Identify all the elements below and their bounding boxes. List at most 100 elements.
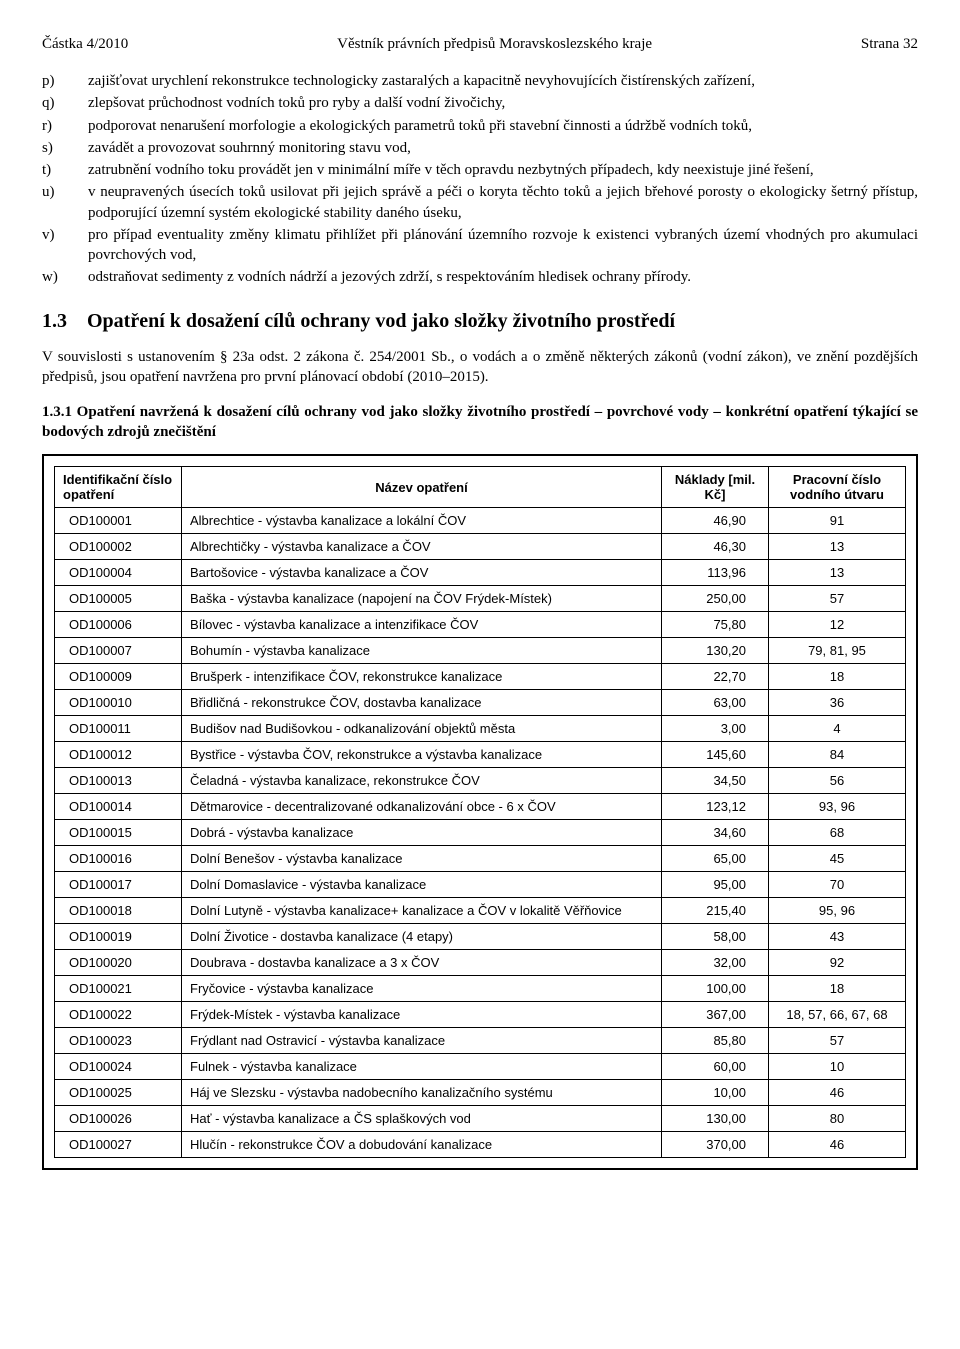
cell-unit: 57 bbox=[769, 586, 906, 612]
cell-name: Dolní Lutyně - výstavba kanalizace+ kana… bbox=[182, 898, 662, 924]
cell-unit: 84 bbox=[769, 742, 906, 768]
list-item-label: t) bbox=[42, 160, 88, 180]
cell-unit: 4 bbox=[769, 716, 906, 742]
cell-unit: 46 bbox=[769, 1080, 906, 1106]
cell-cost: 58,00 bbox=[662, 924, 769, 950]
list-item-text: v neupravených úsecích toků usilovat při… bbox=[88, 182, 918, 223]
cell-id: OD100023 bbox=[55, 1028, 182, 1054]
table-row: OD100010Břidličná - rekonstrukce ČOV, do… bbox=[55, 690, 906, 716]
cell-name: Albrechtičky - výstavba kanalizace a ČOV bbox=[182, 534, 662, 560]
cell-name: Háj ve Slezsku - výstavba nadobecního ka… bbox=[182, 1080, 662, 1106]
cell-id: OD100024 bbox=[55, 1054, 182, 1080]
list-item-text: zajišťovat urychlení rekonstrukce techno… bbox=[88, 71, 918, 91]
cell-cost: 113,96 bbox=[662, 560, 769, 586]
header-right: Strana 32 bbox=[861, 36, 918, 53]
cell-cost: 46,90 bbox=[662, 508, 769, 534]
cell-name: Dolní Benešov - výstavba kanalizace bbox=[182, 846, 662, 872]
cell-unit: 43 bbox=[769, 924, 906, 950]
cell-unit: 80 bbox=[769, 1106, 906, 1132]
cell-name: Albrechtice - výstavba kanalizace a loká… bbox=[182, 508, 662, 534]
cell-id: OD100019 bbox=[55, 924, 182, 950]
cell-name: Dobrá - výstavba kanalizace bbox=[182, 820, 662, 846]
cell-name: Břidličná - rekonstrukce ČOV, dostavba k… bbox=[182, 690, 662, 716]
cell-name: Frýdlant nad Ostravicí - výstavba kanali… bbox=[182, 1028, 662, 1054]
cell-cost: 123,12 bbox=[662, 794, 769, 820]
cell-id: OD100018 bbox=[55, 898, 182, 924]
table-row: OD100009Brušperk - intenzifikace ČOV, re… bbox=[55, 664, 906, 690]
table-row: OD100023Frýdlant nad Ostravicí - výstavb… bbox=[55, 1028, 906, 1054]
cell-unit: 68 bbox=[769, 820, 906, 846]
measures-table-wrap: Identifikační číslo opatření Název opatř… bbox=[42, 454, 918, 1170]
cell-id: OD100005 bbox=[55, 586, 182, 612]
cell-id: OD100007 bbox=[55, 638, 182, 664]
cell-cost: 63,00 bbox=[662, 690, 769, 716]
cell-cost: 95,00 bbox=[662, 872, 769, 898]
table-row: OD100001Albrechtice - výstavba kanalizac… bbox=[55, 508, 906, 534]
list-item-label: s) bbox=[42, 138, 88, 158]
section-1-3-intro: V souvislosti s ustanovením § 23a odst. … bbox=[42, 347, 918, 388]
cell-unit: 46 bbox=[769, 1132, 906, 1158]
table-row: OD100002Albrechtičky - výstavba kanaliza… bbox=[55, 534, 906, 560]
table-row: OD100020Doubrava - dostavba kanalizace a… bbox=[55, 950, 906, 976]
cell-id: OD100027 bbox=[55, 1132, 182, 1158]
cell-unit: 45 bbox=[769, 846, 906, 872]
list-item: r)podporovat nenarušení morfologie a eko… bbox=[42, 116, 918, 136]
page-header: Částka 4/2010 Věstník právních předpisů … bbox=[42, 36, 918, 53]
cell-cost: 34,50 bbox=[662, 768, 769, 794]
list-item-text: odstraňovat sedimenty z vodních nádrží a… bbox=[88, 267, 918, 287]
cell-id: OD100004 bbox=[55, 560, 182, 586]
cell-unit: 18 bbox=[769, 976, 906, 1002]
lettered-list: p)zajišťovat urychlení rekonstrukce tech… bbox=[42, 71, 918, 288]
col-header-id: Identifikační číslo opatření bbox=[55, 467, 182, 508]
cell-cost: 10,00 bbox=[662, 1080, 769, 1106]
cell-id: OD100015 bbox=[55, 820, 182, 846]
table-header-row: Identifikační číslo opatření Název opatř… bbox=[55, 467, 906, 508]
list-item: s)zavádět a provozovat souhrnný monitori… bbox=[42, 138, 918, 158]
table-row: OD100018Dolní Lutyně - výstavba kanaliza… bbox=[55, 898, 906, 924]
table-row: OD100017Dolní Domaslavice - výstavba kan… bbox=[55, 872, 906, 898]
measures-table: Identifikační číslo opatření Název opatř… bbox=[54, 466, 906, 1158]
table-row: OD100024Fulnek - výstavba kanalizace60,0… bbox=[55, 1054, 906, 1080]
cell-name: Frýdek-Místek - výstavba kanalizace bbox=[182, 1002, 662, 1028]
table-row: OD100012Bystřice - výstavba ČOV, rekonst… bbox=[55, 742, 906, 768]
cell-id: OD100012 bbox=[55, 742, 182, 768]
table-row: OD100025Háj ve Slezsku - výstavba nadobe… bbox=[55, 1080, 906, 1106]
cell-unit: 13 bbox=[769, 534, 906, 560]
table-row: OD100011Budišov nad Budišovkou - odkanal… bbox=[55, 716, 906, 742]
list-item: p)zajišťovat urychlení rekonstrukce tech… bbox=[42, 71, 918, 91]
table-row: OD100013Čeladná - výstavba kanalizace, r… bbox=[55, 768, 906, 794]
section-1-3-1-heading: 1.3.1 Opatření navržená k dosažení cílů … bbox=[42, 403, 918, 442]
table-row: OD100021Fryčovice - výstavba kanalizace1… bbox=[55, 976, 906, 1002]
cell-id: OD100014 bbox=[55, 794, 182, 820]
list-item-label: q) bbox=[42, 93, 88, 113]
cell-cost: 130,00 bbox=[662, 1106, 769, 1132]
list-item: q)zlepšovat průchodnost vodních toků pro… bbox=[42, 93, 918, 113]
cell-unit: 56 bbox=[769, 768, 906, 794]
cell-unit: 95, 96 bbox=[769, 898, 906, 924]
list-item-text: zavádět a provozovat souhrnný monitoring… bbox=[88, 138, 918, 158]
header-center: Věstník právních předpisů Moravskoslezsk… bbox=[337, 36, 652, 53]
table-row: OD100019Dolní Životice - dostavba kanali… bbox=[55, 924, 906, 950]
cell-name: Bílovec - výstavba kanalizace a intenzif… bbox=[182, 612, 662, 638]
cell-name: Bohumín - výstavba kanalizace bbox=[182, 638, 662, 664]
list-item-label: v) bbox=[42, 225, 88, 266]
cell-id: OD100026 bbox=[55, 1106, 182, 1132]
list-item-label: p) bbox=[42, 71, 88, 91]
cell-id: OD100025 bbox=[55, 1080, 182, 1106]
cell-name: Doubrava - dostavba kanalizace a 3 x ČOV bbox=[182, 950, 662, 976]
cell-cost: 32,00 bbox=[662, 950, 769, 976]
table-row: OD100007Bohumín - výstavba kanalizace130… bbox=[55, 638, 906, 664]
cell-unit: 93, 96 bbox=[769, 794, 906, 820]
cell-unit: 18 bbox=[769, 664, 906, 690]
table-row: OD100026Hať - výstavba kanalizace a ČS s… bbox=[55, 1106, 906, 1132]
col-header-unit: Pracovní číslo vodního útvaru bbox=[769, 467, 906, 508]
table-row: OD100027Hlučín - rekonstrukce ČOV a dobu… bbox=[55, 1132, 906, 1158]
cell-name: Hlučín - rekonstrukce ČOV a dobudování k… bbox=[182, 1132, 662, 1158]
cell-id: OD100010 bbox=[55, 690, 182, 716]
table-row: OD100014Dětmarovice - decentralizované o… bbox=[55, 794, 906, 820]
cell-unit: 36 bbox=[769, 690, 906, 716]
cell-unit: 92 bbox=[769, 950, 906, 976]
cell-cost: 75,80 bbox=[662, 612, 769, 638]
list-item-label: w) bbox=[42, 267, 88, 287]
cell-name: Dětmarovice - decentralizované odkanaliz… bbox=[182, 794, 662, 820]
